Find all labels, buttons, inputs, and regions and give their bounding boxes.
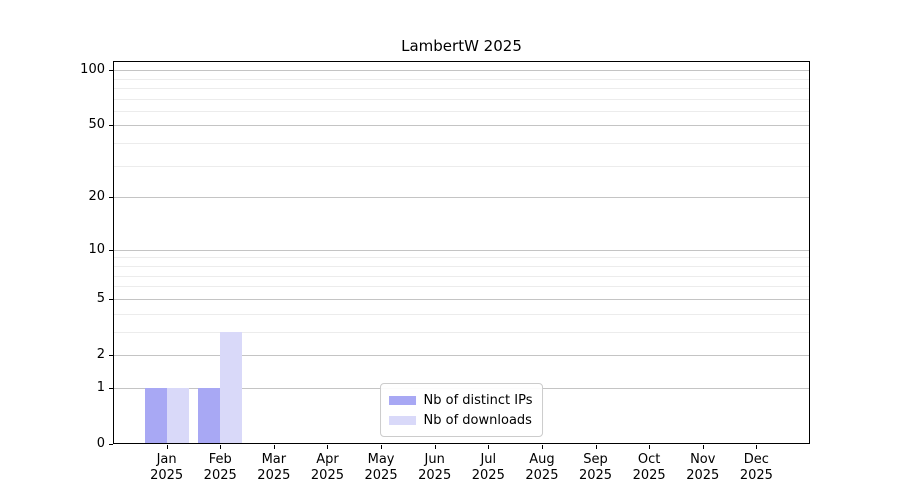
x-tick-label: Mar 2025	[257, 452, 291, 483]
gridline-major	[113, 70, 810, 72]
x-tick-label: Dec 2025	[739, 452, 773, 483]
x-tick-label: Nov 2025	[686, 452, 720, 483]
gridline-minor	[113, 143, 810, 145]
gridline-minor	[113, 165, 810, 167]
bar-nb-of-downloads	[220, 331, 243, 444]
x-tick-label: Feb 2025	[203, 452, 237, 483]
gridline-minor	[113, 265, 810, 267]
gridline-major	[113, 197, 810, 199]
y-axis-tick	[109, 444, 113, 445]
y-axis-tick	[109, 70, 113, 72]
legend: Nb of distinct IPs Nb of downloads	[379, 383, 544, 437]
x-axis-tick	[649, 445, 651, 449]
y-tick-label: 50	[88, 117, 105, 133]
x-axis-tick	[273, 445, 275, 449]
x-axis-tick	[434, 445, 436, 449]
bar-nb-of-distinct-ips	[198, 387, 221, 444]
gridline-minor	[113, 313, 810, 315]
gridline-minor	[113, 257, 810, 259]
legend-item-distinct-ips: Nb of distinct IPs	[388, 390, 533, 410]
plot-area: Nb of distinct IPs Nb of downloads	[113, 61, 810, 444]
gridline-major	[113, 249, 810, 251]
gridline-minor	[113, 331, 810, 333]
y-tick-label: 2	[96, 346, 105, 362]
x-axis-tick	[166, 445, 168, 449]
y-axis-tick	[109, 197, 113, 199]
x-tick-label: Jan 2025	[150, 452, 184, 483]
gridline-major	[113, 298, 810, 300]
gridline-minor	[113, 98, 810, 100]
legend-label-downloads: Nb of downloads	[423, 412, 532, 428]
gridline-minor	[113, 87, 810, 89]
x-tick-label: Jun 2025	[418, 452, 452, 483]
legend-item-downloads: Nb of downloads	[388, 410, 533, 430]
x-tick-label: Jul 2025	[471, 452, 505, 483]
y-axis-tick	[109, 249, 113, 251]
x-axis-tick	[381, 445, 383, 449]
y-tick-label: 0	[96, 436, 105, 451]
y-tick-label: 1	[96, 379, 105, 395]
y-tick-label: 20	[88, 189, 105, 205]
x-tick-label: Oct 2025	[632, 452, 666, 483]
bar-nb-of-distinct-ips	[144, 387, 167, 444]
gridline-major	[113, 354, 810, 356]
y-axis-tick	[109, 125, 113, 127]
y-tick-label: 5	[96, 290, 105, 306]
x-axis-tick	[702, 445, 704, 449]
legend-label-distinct-ips: Nb of distinct IPs	[423, 392, 533, 408]
y-axis-tick	[109, 387, 113, 389]
x-tick-label: Aug 2025	[525, 452, 559, 483]
x-axis-tick	[488, 445, 490, 449]
x-axis-tick	[756, 445, 758, 449]
bar-nb-of-downloads	[166, 387, 189, 444]
x-axis-tick	[541, 445, 543, 449]
x-tick-label: May 2025	[364, 452, 398, 483]
chart-title: LambertW 2025	[401, 37, 522, 55]
legend-swatch-distinct-ips	[388, 395, 416, 405]
x-axis-tick	[595, 445, 597, 449]
x-tick-label: Apr 2025	[310, 452, 344, 483]
x-axis-tick	[327, 445, 329, 449]
gridline-minor	[113, 78, 810, 80]
x-tick-label: Sep 2025	[578, 452, 613, 483]
y-axis-tick	[109, 354, 113, 356]
gridline-minor	[113, 275, 810, 277]
x-axis-tick	[220, 445, 222, 449]
legend-swatch-downloads	[388, 415, 416, 425]
y-tick-label: 10	[88, 241, 105, 257]
gridline-major	[113, 125, 810, 127]
gridline-minor	[113, 110, 810, 112]
y-axis-tick	[109, 298, 113, 300]
gridline-minor	[113, 286, 810, 288]
y-tick-label: 100	[80, 62, 105, 78]
